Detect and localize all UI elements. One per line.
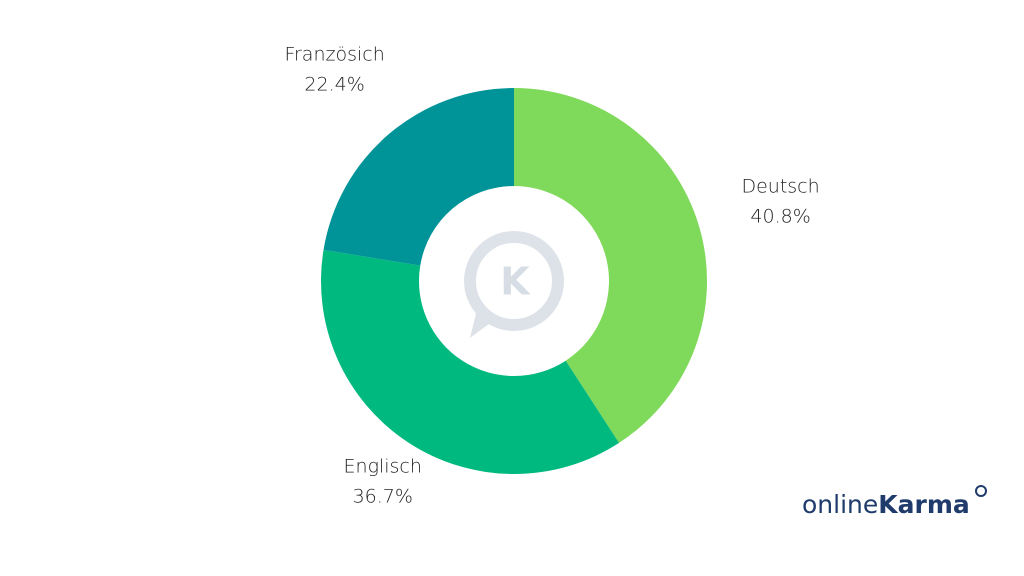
donut-segment [514, 88, 707, 443]
icon-tail [470, 305, 497, 338]
logo-light: online [802, 490, 878, 519]
segment-name: Englisch [344, 455, 422, 477]
segment-name: Deutsch [741, 176, 819, 198]
segment-name: Französich [284, 43, 384, 65]
center-icon: K [464, 231, 564, 338]
donut-segment [323, 88, 514, 266]
logo-text: onlineKarma [802, 490, 970, 519]
segment-value-label: 36.7% [353, 485, 413, 507]
icon-ring [464, 231, 564, 331]
segment-value-label: 22.4% [304, 73, 364, 95]
icon-letter: K [500, 260, 531, 304]
logo-bold: Karma [878, 490, 970, 519]
logo-dot [975, 485, 987, 497]
donut-segment [321, 249, 620, 474]
segment-value-label: 40.8% [750, 206, 810, 228]
donut: Deutsch 40.8% Englisch 36.7% Französich 22.4% [284, 43, 819, 507]
logo: onlineKarma [802, 485, 987, 519]
